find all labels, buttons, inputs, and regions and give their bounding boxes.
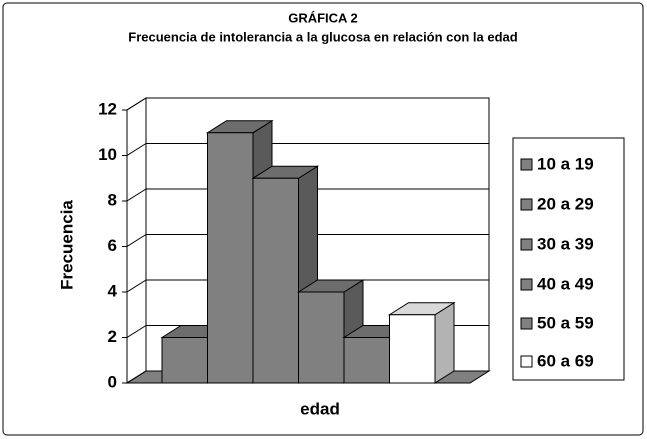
legend-label: 60 a 69 — [537, 351, 594, 370]
bar — [161, 337, 208, 384]
legend-swatch — [520, 158, 533, 171]
grid-line — [126, 370, 147, 384]
legend-label: 40 a 49 — [537, 274, 594, 293]
legend-swatch — [520, 278, 533, 291]
grid-line — [126, 97, 147, 111]
y-tick-label: 2 — [108, 327, 117, 346]
bar — [343, 337, 390, 384]
legend-swatch — [520, 317, 533, 330]
y-tick-label: 0 — [108, 372, 117, 391]
chart-subtitle: Frecuencia de intolerancia a la glucosa … — [128, 29, 517, 44]
grid-line — [126, 234, 147, 247]
legend-label: 10 a 19 — [537, 154, 594, 173]
legend-label: 20 a 29 — [537, 194, 594, 213]
grid-line — [126, 143, 147, 156]
legend-swatch — [520, 198, 533, 211]
y-axis-label: Frecuencia — [57, 200, 76, 290]
y-tick-label: 10 — [98, 145, 117, 164]
chart-title: GRÁFICA 2 — [288, 10, 358, 25]
grid-line — [126, 325, 147, 338]
bar — [298, 291, 345, 384]
y-tick-label: 4 — [108, 281, 118, 300]
grid-line — [126, 279, 147, 293]
bar — [207, 132, 254, 384]
legend-swatch — [520, 238, 533, 251]
bar — [252, 177, 299, 384]
y-tick-label: 6 — [108, 236, 117, 255]
bar-side — [434, 301, 455, 384]
legend-box — [512, 137, 625, 381]
grid-line — [126, 188, 147, 202]
legend-label: 50 a 59 — [537, 313, 594, 332]
bar — [389, 314, 436, 384]
x-axis-label: edad — [300, 399, 340, 418]
legend-label: 30 a 39 — [537, 234, 594, 253]
y-tick-label: 12 — [98, 99, 117, 118]
y-tick-label: 8 — [108, 190, 117, 209]
legend-swatch — [520, 355, 533, 368]
